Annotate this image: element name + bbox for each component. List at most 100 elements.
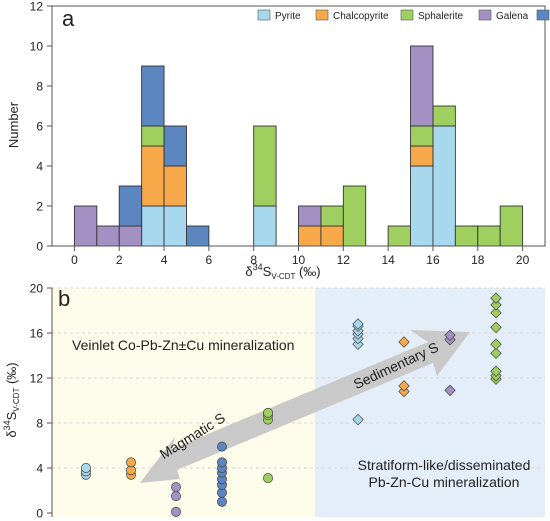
bar-pyrite-4 [163,205,187,247]
panel-b-label: b [58,286,70,311]
point-sphalerite [263,407,273,418]
bar-galena-0 [73,205,98,247]
bar-pyrite-3 [141,205,165,247]
x-tick-label-a: 2 [116,253,123,267]
bar-sphalerite-12 [342,185,367,247]
x-axis-label-sup: 34 [253,262,263,272]
y-axis-label-unit: (‰) [4,362,19,387]
panel-a-label: a [62,6,75,31]
point-sphalerite [490,292,502,304]
bar-sphalerite-14 [387,225,411,247]
y-tick-label-a: 2 [36,200,43,214]
bar-galena-15 [410,45,434,127]
x-tick-label-a: 16 [426,253,440,267]
bar-galena-1 [96,225,120,247]
point-sphalerite [490,365,502,377]
point-sphalerite [490,347,502,359]
point-galena [171,506,181,517]
bar-chalcopyrite-10 [298,225,322,247]
scatter-points [81,292,502,517]
point-pyrite [352,413,364,426]
bar-sphalerite-18 [477,225,501,247]
x-axis-label-unit: (‰) [295,264,320,279]
point-galena [171,491,181,502]
y-tick-label-a: 4 [36,160,43,174]
y-tick-label-b: 12 [30,372,44,386]
bar-arsenopyrite-2 [118,185,143,227]
histogram-axes: 0 2 4 6 8 10 12 0 2 4 6 8 10 12 14 16 18 20 [30,0,546,267]
y-axis-label-sup: 34 [2,420,12,430]
x-axis-label-a: δ34SV-CDT (‰) [245,262,320,281]
bar-galena-10 [298,205,322,227]
bar-sphalerite-3 [141,125,165,147]
x-axis-label-sub: V-CDT [271,272,295,281]
point-sphalerite [263,473,273,484]
y-axis-label-b: δ34SV-CDT (‰) [2,362,21,437]
y-tick-label-b: 20 [30,282,44,296]
y-axis-label-delta: δ [4,430,19,437]
y-axis-label-s: S [4,411,19,420]
point-sphalerite [490,338,502,350]
point-chalcopyrite [398,336,410,348]
x-axis-label-s: S [263,264,272,279]
bar-sphalerite-11 [320,205,344,227]
point-chalcopyrite [398,380,410,392]
y-tick-label-a: 0 [36,240,43,254]
point-galena [171,482,181,493]
x-tick-label-a: 18 [471,253,485,267]
legend: PyriteChalcopyriteSphaleriteGalenaArseno… [257,9,550,22]
bar-sphalerite-8 [253,125,277,207]
bar-chalcopyrite-15 [410,145,434,167]
y-tick-label-a: 6 [36,120,43,134]
point-sphalerite [490,307,502,319]
point-chalcopyrite [126,457,136,468]
x-tick-label-a: 14 [381,253,395,267]
point-galena [444,384,456,397]
bar-sphalerite-17 [454,225,479,247]
point-sphalerite [490,299,502,311]
bar-arsenopyrite-3 [141,65,165,127]
y-tick-label-a: 8 [36,80,43,94]
x-tick-label-a: 12 [337,253,351,267]
bar-arsenopyrite-5 [186,225,210,247]
legend-swatch-galena [478,9,492,21]
x-tick-label-a: 20 [516,253,530,267]
point-arsenopyrite [217,496,227,507]
x-tick-label-a: 0 [71,253,78,267]
bar-pyrite-15 [410,165,434,247]
veinlet-region [52,288,315,517]
point-arsenopyrite [217,457,227,468]
histogram-bars [73,45,524,247]
bar-sphalerite-16 [432,105,456,127]
x-tick-label-a: 8 [250,253,257,267]
veinlet-label: Veinlet Co-Pb-Zn±Cu mineralization [72,337,294,353]
legend-swatch-chalcopyrite [315,9,329,21]
point-pyrite [81,463,91,473]
bar-sphalerite-19 [499,205,524,247]
bar-pyrite-16 [432,125,456,247]
bar-chalcopyrite-3 [141,145,165,207]
bar-chalcopyrite-11 [320,225,344,247]
stratiform-label-line2: Pb-Zn-Cu mineralization [369,474,520,490]
bar-arsenopyrite-4 [163,125,187,167]
y-tick-label-a: 12 [30,0,44,14]
bar-chalcopyrite-4 [163,165,187,207]
x-tick-label-a: 10 [292,253,306,267]
legend-swatch-arsenopyrite [536,9,550,21]
point-sphalerite [490,321,502,334]
panel-a: 0 2 4 6 8 10 12 0 2 4 6 8 10 12 14 16 18 20 a Pyrite Chalc… [6,0,550,281]
y-tick-label-b: 8 [36,417,43,431]
legend-label-sphalerite: Sphalerite [418,11,463,22]
y-axis-label-a: Number [6,101,21,148]
legend-label-galena: Galena [496,11,529,22]
bar-galena-2 [118,225,143,247]
x-tick-label-a: 6 [206,253,213,267]
y-tick-label-b: 16 [30,327,44,341]
legend-swatch-sphalerite [400,9,414,21]
point-pyrite [352,318,364,330]
panel-b: 0 4 8 12 16 20 Veinlet Co-Pb-Zn±Cu mineraliza… [2,282,545,521]
y-tick-label-a: 10 [30,40,44,54]
legend-label-pyrite: Pyrite [275,11,301,22]
legend-label-chalcopyrite: Chalcopyrite [333,11,389,22]
